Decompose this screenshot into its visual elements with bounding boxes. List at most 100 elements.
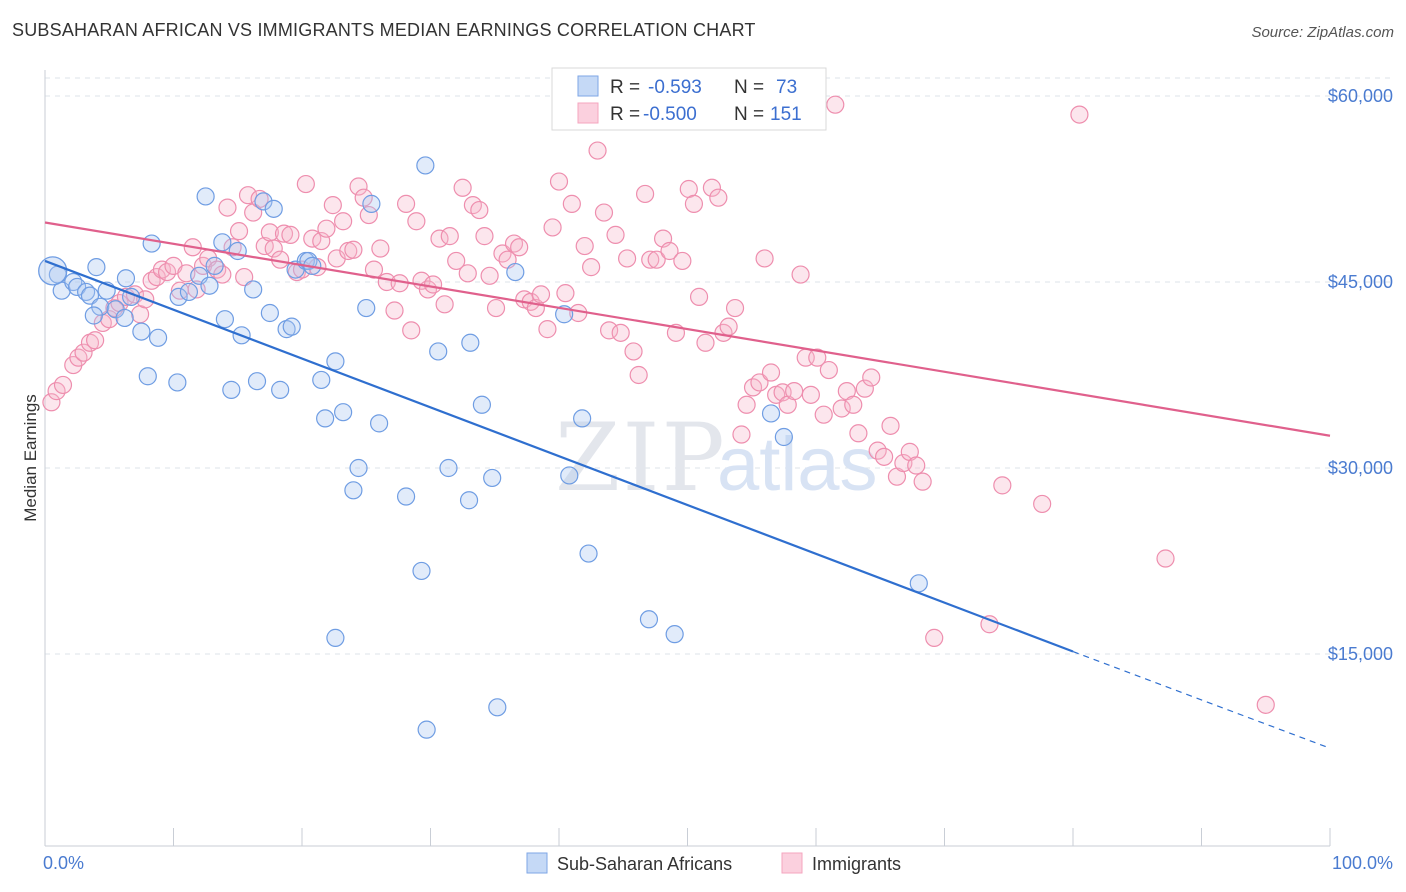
sub-saharan-point-56	[461, 333, 480, 352]
sub-saharan-point-21	[200, 276, 219, 295]
immigrants-point-71	[447, 251, 466, 271]
immigrants-point-69	[435, 295, 454, 314]
sub-saharan-point-59	[488, 698, 507, 717]
immigrants-point-77	[480, 266, 499, 285]
immigrants-point-88	[543, 218, 562, 237]
immigrants-point-62	[396, 194, 416, 213]
sub-saharan-point-41	[316, 409, 335, 428]
immigrants-point-73	[458, 264, 477, 283]
sub-saharan-point-18	[179, 282, 199, 302]
immigrants-point-124	[761, 363, 781, 382]
immigrants-point-4	[69, 348, 88, 367]
source-label: Source: ZipAtlas.com	[1251, 24, 1394, 41]
sub-saharan-point-64	[579, 544, 598, 563]
immigrants-point-91	[562, 194, 581, 213]
sub-saharan-point-17	[169, 287, 188, 306]
sub-saharan-point-43	[334, 403, 353, 422]
immigrants-point-44	[296, 174, 315, 194]
x-tick-label-min: 0.0%	[43, 853, 84, 873]
axes	[44, 70, 1331, 847]
immigrants-trend-line	[44, 221, 1331, 437]
immigrants-point-2	[53, 375, 73, 395]
immigrants-point-115	[709, 188, 728, 207]
sub-saharan-point-20	[196, 187, 215, 206]
sub-saharan-point-47	[362, 194, 381, 213]
immigrants-point-100	[618, 249, 637, 268]
sub-saharan-point-57	[472, 395, 491, 414]
sub-saharan-point-45	[349, 458, 368, 478]
sub-saharan-point-26	[228, 241, 247, 261]
immigrants-point-97	[600, 321, 619, 340]
sub-saharan-trend-line	[44, 259, 1074, 653]
immigrants-extra-point-3	[1156, 549, 1175, 568]
trend-lines	[44, 221, 1331, 749]
immigrants-point-76	[475, 227, 494, 246]
legend-swatch-blue	[577, 75, 599, 97]
immigrants-point-86	[531, 285, 551, 304]
sub-saharan-point-28	[244, 280, 263, 299]
immigrants-point-117	[719, 317, 738, 336]
immigrants-point-139	[849, 424, 868, 443]
sub-saharan-trend-extension	[1072, 650, 1331, 749]
immigrants-point-105	[647, 250, 666, 269]
immigrants-point-72	[453, 178, 472, 197]
sub-saharan-point-14	[148, 328, 168, 347]
sub-saharan-point-60	[506, 262, 525, 282]
immigrants-point-143	[875, 447, 894, 466]
sub-saharan-point-58	[483, 468, 502, 488]
immigrants-point-5	[74, 343, 93, 362]
immigrants-point-102	[629, 365, 648, 385]
immigrants-point-87	[538, 320, 557, 339]
sub-saharan-point-51	[416, 156, 435, 175]
bottom-legend-label-pink: Immigrants	[812, 854, 901, 874]
immigrants-point-99	[611, 323, 630, 342]
x-tick-label-max: 100.0%	[1332, 853, 1393, 873]
sub-saharan-point-68	[774, 427, 793, 447]
immigrants-point-49	[323, 196, 342, 215]
immigrants-point-101	[624, 342, 643, 361]
immigrants-point-78	[486, 298, 506, 318]
sub-saharan-point-23	[213, 233, 232, 252]
sub-saharan-point-69	[909, 574, 928, 593]
sub-saharan-point-32	[264, 199, 283, 218]
immigrants-point-51	[334, 212, 353, 231]
sub-saharan-point-50	[412, 561, 431, 581]
legend-swatch-pink	[577, 102, 599, 124]
immigrants-point-122	[750, 373, 769, 392]
immigrants-point-63	[402, 321, 421, 340]
sub-saharan-point-40	[312, 370, 331, 390]
sub-saharan-point-70	[326, 628, 345, 647]
immigrants-point-58	[371, 239, 390, 258]
legend-n-value-2: 151	[770, 104, 802, 125]
immigrants-point-48	[317, 219, 336, 238]
sub-saharan-point-66	[665, 625, 684, 644]
series-legend: Sub-Saharan Africans Immigrants	[526, 852, 901, 874]
legend-r-value-2: -0.500	[643, 104, 697, 125]
immigrants-point-82	[510, 238, 529, 257]
immigrants-point-148	[907, 456, 926, 475]
immigrants-point-150	[925, 628, 944, 647]
immigrants-point-75	[470, 200, 489, 220]
sub-saharan-point-22	[205, 256, 224, 275]
immigrants-point-67	[423, 275, 443, 294]
sub-saharan-point-5	[80, 286, 100, 305]
sub-saharan-point-67	[761, 404, 781, 423]
chart-title: SUBSAHARAN AFRICAN VS IMMIGRANTS MEDIAN …	[12, 20, 756, 40]
legend-n-label-1: N =	[734, 77, 764, 98]
immigrants-point-9	[100, 310, 119, 329]
immigrants-point-113	[696, 333, 715, 352]
immigrants-point-89	[549, 172, 569, 191]
sub-saharan-point-25	[222, 380, 241, 399]
immigrants-point-144	[881, 416, 900, 435]
sub-saharan-point-44	[344, 481, 363, 500]
legend-r-value-1: -0.593	[648, 77, 702, 98]
y-tick-label-1: $30,000	[1328, 458, 1393, 478]
immigrants-point-94	[582, 258, 601, 277]
y-tick-label-3: $60,000	[1328, 86, 1393, 106]
immigrants-point-107	[660, 241, 679, 261]
immigrants-point-56	[359, 205, 378, 225]
bottom-legend-swatch-pink	[781, 852, 803, 874]
sub-saharan-point-15	[142, 234, 161, 253]
immigrants-point-138	[844, 395, 863, 414]
